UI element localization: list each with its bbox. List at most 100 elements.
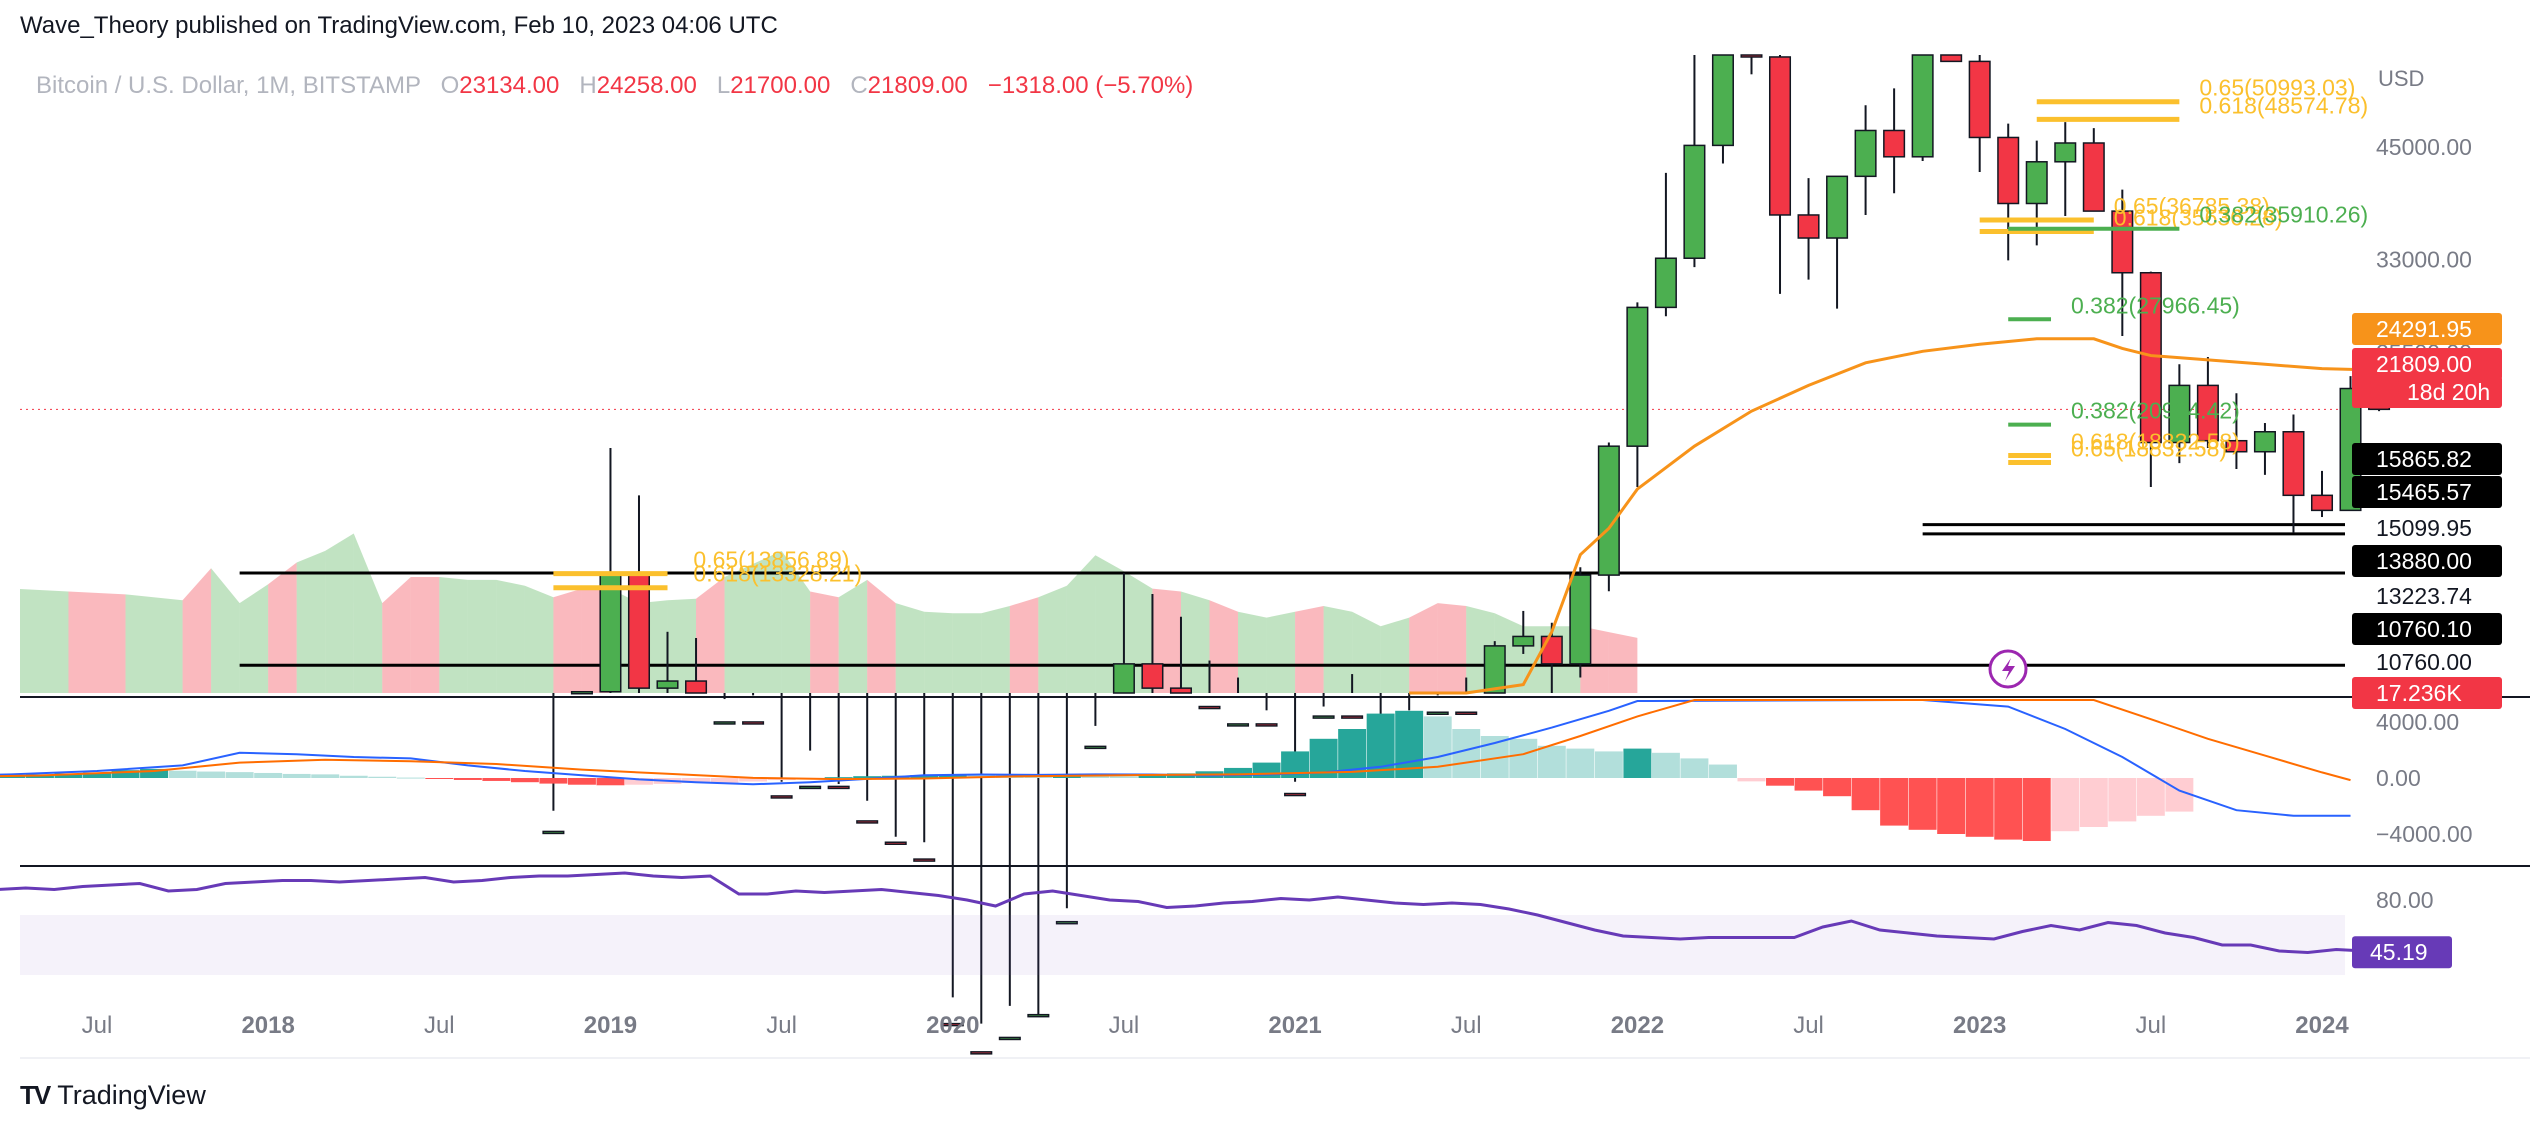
candle-body (2025, 161, 2048, 205)
candle-body (542, 830, 565, 835)
macd-axis-label: 4000.00 (2376, 709, 2459, 735)
macd-histogram-bar (1537, 745, 1566, 778)
macd-histogram-bar (938, 774, 967, 778)
candle-body (2253, 431, 2276, 453)
tradingview-logo-icon: TV (20, 1080, 51, 1110)
macd-histogram-bar (1109, 776, 1138, 778)
price-tag-label: 17.236K (2376, 680, 2462, 706)
macd-histogram-bar (1252, 762, 1281, 778)
macd-histogram-bar (339, 775, 368, 778)
candle-body (1255, 723, 1278, 727)
macd-histogram-bar (282, 773, 311, 778)
candle-body (856, 820, 879, 824)
macd-histogram-bar (1851, 778, 1880, 811)
ema-line (1409, 337, 2380, 695)
price-tag-label: 10760.00 (2376, 649, 2472, 675)
candle-body (1997, 136, 2020, 205)
symbol-name[interactable]: Bitcoin / U.S. Dollar, 1M, BITSTAMP (36, 72, 421, 99)
x-axis-tick-label: Jul (766, 1012, 797, 1039)
price-tag-bg (2352, 476, 2502, 508)
publisher-header: Wave_Theory published on TradingView.com… (20, 12, 778, 39)
candle-body (941, 1022, 964, 1027)
macd-histogram-bar (2108, 778, 2137, 822)
volume-area-segment (1608, 632, 1638, 693)
macd-histogram-bar (225, 772, 254, 778)
macd-histogram-bar (1880, 778, 1909, 826)
volume-area-segment (1380, 617, 1410, 693)
volume-area-segment (182, 568, 212, 693)
candle-body (1512, 635, 1535, 647)
macd-histogram-bar (710, 778, 739, 783)
rsi-value-tag: 45.19 (2370, 939, 2428, 965)
macd-histogram-bar (1224, 767, 1253, 778)
volume-area-segment (325, 533, 354, 693)
candle-body (770, 795, 793, 799)
price-tag-bg (2352, 613, 2502, 645)
fib-level-label: 0.618(13328.21) (693, 561, 862, 587)
macd-histogram-bar (368, 776, 397, 778)
volume-area-segment (838, 579, 868, 693)
x-axis-tick-label: Jul (82, 1012, 113, 1039)
candle-body (1540, 635, 1563, 665)
close-label: C (850, 72, 868, 99)
candle-body (1084, 745, 1107, 750)
x-axis-tick-label: Jul (1109, 1012, 1140, 1039)
candle-body (970, 1051, 993, 1055)
candle-body (827, 785, 850, 790)
high-label: H (579, 72, 597, 99)
rsi-line (0, 871, 2365, 955)
price-axis-label: 45000.00 (2376, 134, 2472, 160)
macd-histogram-bar (1052, 775, 1081, 778)
fib-level-label: 0.65(13856.89) (693, 547, 849, 573)
macd-histogram-bar (254, 772, 283, 778)
macd-histogram-bar (539, 778, 568, 784)
volume-area-segment (353, 533, 383, 693)
volume-area-segment (1323, 606, 1353, 693)
candle-body (1284, 792, 1307, 797)
candle-body (2196, 384, 2219, 442)
candle-body (1569, 574, 1592, 665)
candle-body (913, 858, 936, 862)
candle-body (2310, 494, 2334, 512)
currency-label: USD (2378, 66, 2425, 91)
macd-histogram-bar (1823, 778, 1852, 797)
macd-line (0, 698, 2351, 817)
volume-area-segment (1009, 597, 1039, 693)
macd-histogram-bar (1594, 751, 1623, 778)
volume-area-segment (696, 577, 725, 693)
price-tag-label: 13880.00 (2376, 548, 2472, 574)
volume-area-segment (1123, 571, 1153, 693)
price-tag-label: 18d 20h (2407, 379, 2490, 405)
candle-body (1426, 711, 1449, 715)
fib-level-label: 0.382(35910.26) (2199, 202, 2368, 228)
macd-histogram-bar (567, 778, 596, 785)
volume-area-segment (667, 598, 697, 693)
macd-axis-label: 0.00 (2376, 765, 2421, 791)
macd-histogram-bar (1708, 764, 1737, 778)
open-value: 23134.00 (459, 72, 560, 99)
candle-body (1227, 723, 1250, 727)
macd-histogram-bar (1737, 778, 1766, 782)
volume-area-segment (810, 591, 839, 693)
macd-histogram-bar (1138, 774, 1167, 778)
candle-body (1626, 306, 1649, 447)
volume-area-segment (1266, 611, 1296, 693)
candle-body (570, 690, 593, 695)
candle-body (799, 785, 822, 790)
price-tag-bg (2352, 443, 2502, 475)
candle-body (1055, 920, 1078, 925)
fib-level-label: 0.618(18832.58) (2071, 428, 2240, 454)
macd-histogram-bar (1651, 752, 1680, 778)
macd-histogram-bar (453, 778, 482, 780)
volume-area-segment (296, 550, 326, 693)
volume-area-segment (467, 579, 497, 693)
volume-area-segment (553, 588, 582, 693)
macd-histogram-bar (1623, 748, 1652, 778)
macd-histogram-bar (910, 775, 939, 778)
volume-area-segment (1352, 611, 1381, 693)
candle-body (2082, 142, 2105, 212)
candle-body (1112, 663, 1135, 694)
candle-body (2054, 142, 2077, 163)
volume-area-segment (239, 584, 269, 693)
